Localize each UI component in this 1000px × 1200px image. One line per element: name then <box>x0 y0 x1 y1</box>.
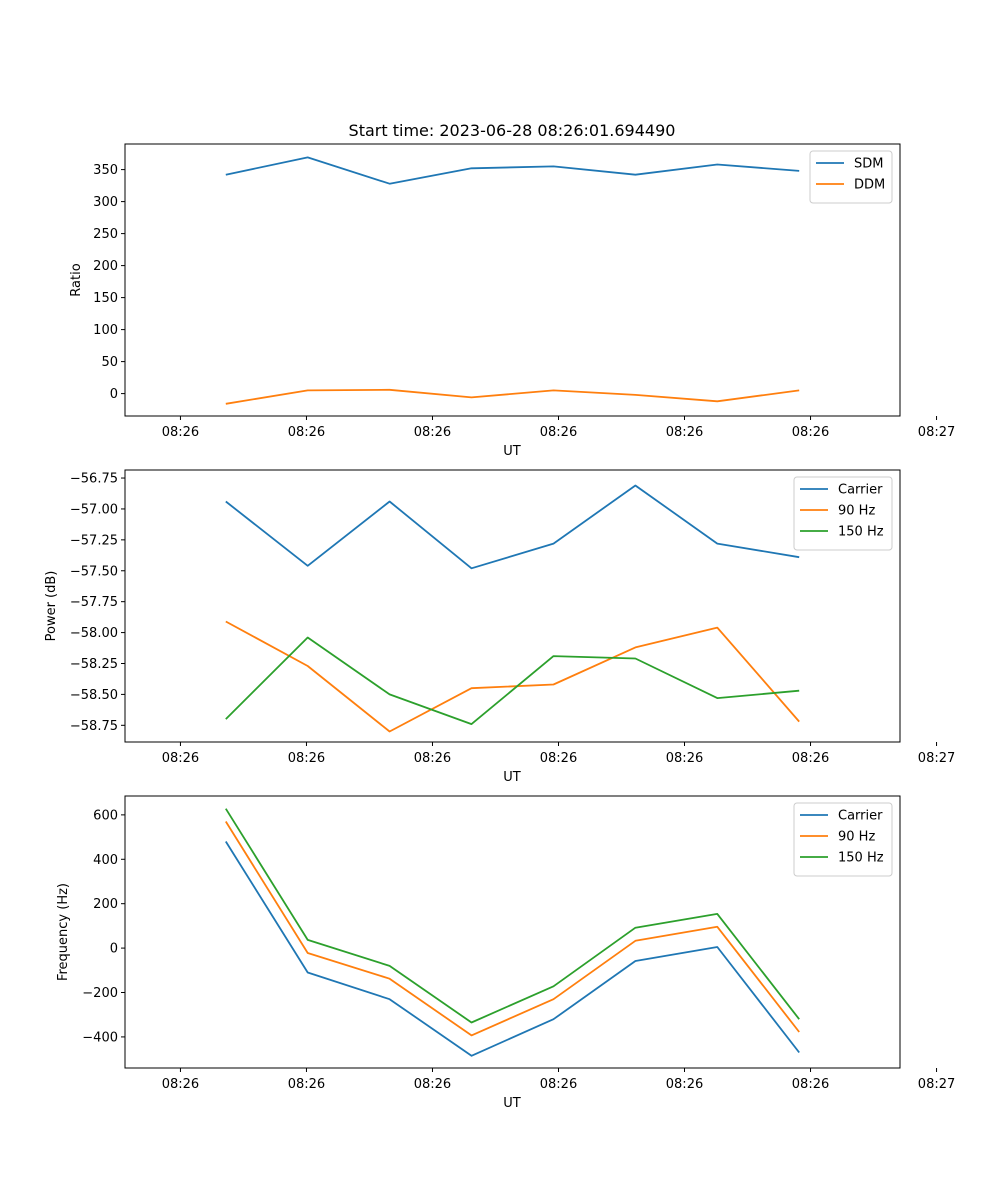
panel-3-plot-frame <box>124 795 901 1069</box>
panel-3-y-tick-label: 600 <box>93 808 118 823</box>
panel-2-x-tick-label: 08:26 <box>162 751 199 766</box>
panel-2-series-150-hz-line <box>225 636 800 725</box>
panel-3-x-tick-label: 08:26 <box>540 1077 577 1092</box>
panel-1-plot-frame <box>124 143 901 417</box>
panel-1-x-tick-label: 08:26 <box>288 425 325 440</box>
panel-1-legend-box <box>809 150 893 204</box>
panel-1-series-ddm-line <box>225 388 800 405</box>
panel-1-y-tick-label: 50 <box>101 355 118 370</box>
panel-1-series-sdm-line <box>225 156 800 185</box>
panel-2-legend-label-carrier: Carrier <box>838 483 883 498</box>
panel-3: −400 −200 0 200 400 600 08:26 08:26 08:26 08:26 08… <box>56 795 955 1111</box>
panel-1-y-tick-label: 250 <box>93 227 118 242</box>
panel-2-y-tick-label: −56.75 <box>70 472 118 487</box>
figure-title: Start time: 2023-06-28 08:26:01.694490 <box>349 121 676 140</box>
panel-2-y-axis-label: Power (dB) <box>44 571 59 642</box>
panel-1-legend-label-ddm: DDM <box>854 178 885 193</box>
panel-3-x-tick-label: 08:26 <box>666 1077 703 1092</box>
panel-3-legend-label-150-hz: 150 Hz <box>838 851 884 866</box>
panel-1-y-tick-label: 350 <box>93 163 118 178</box>
panel-3-x-tick-label: 08:27 <box>918 1077 955 1092</box>
panel-2-x-tick-label: 08:26 <box>792 751 829 766</box>
panel-3-x-tick-label: 08:26 <box>288 1077 325 1092</box>
panel-2-x-tick-label: 08:26 <box>414 751 451 766</box>
panel-1-x-tick-label: 08:26 <box>414 425 451 440</box>
panel-3-x-tick-label: 08:26 <box>162 1077 199 1092</box>
panel-2-x-tick-label: 08:26 <box>666 751 703 766</box>
panel-2-x-tick-label: 08:26 <box>540 751 577 766</box>
panel-3-legend-label-90-hz: 90 Hz <box>838 830 875 845</box>
panel-1-y-tick-label: 100 <box>93 323 118 338</box>
panel-3-y-tick-label: −200 <box>82 986 118 1001</box>
panel-2-y-tick-label: −57.00 <box>70 502 118 517</box>
panel-2-legend: Carrier 90 Hz 150 Hz <box>793 476 893 551</box>
panel-1-x-tick-label: 08:26 <box>540 425 577 440</box>
panel-1-legend: SDM DDM <box>809 150 893 204</box>
panel-3-y-axis-label: Frequency (Hz) <box>56 883 71 981</box>
panel-1-x-tick-label: 08:27 <box>918 425 955 440</box>
panel-1-x-axis-label: UT <box>503 444 521 459</box>
panel-2-legend-label-90-hz: 90 Hz <box>838 504 875 519</box>
panel-2-legend-label-150-hz: 150 Hz <box>838 525 884 540</box>
panel-2-plot-frame <box>124 469 901 743</box>
panel-3-x-tick-label: 08:26 <box>414 1077 451 1092</box>
panel-2-y-tick-label: −58.75 <box>70 719 118 734</box>
panel-1-y-tick-label: 150 <box>93 291 118 306</box>
panel-2-x-tick-label: 08:26 <box>288 751 325 766</box>
panel-2-series-90-hz-line <box>225 620 800 733</box>
panel-3-x-axis-label: UT <box>503 1096 521 1111</box>
panel-2-x-tick-label: 08:27 <box>918 751 955 766</box>
panel-3-legend: Carrier 90 Hz 150 Hz <box>793 802 893 877</box>
panel-1-y-tick-label: 300 <box>93 195 118 210</box>
panel-3-x-tick-label: 08:26 <box>792 1077 829 1092</box>
panel-1-legend-label-sdm: SDM <box>854 157 883 172</box>
panel-3-y-tick-label: 0 <box>110 942 118 957</box>
panels: 0 50 100 150 200 250 300 350 08:26 08:26 08:26 08:2… <box>44 143 955 1111</box>
panel-2-y-tick-label: −57.75 <box>70 595 118 610</box>
panel-3-y-tick-label: −400 <box>82 1030 118 1045</box>
panel-1: 0 50 100 150 200 250 300 350 08:26 08:26 08:26 08:2… <box>69 143 955 459</box>
panel-1-x-tick-label: 08:26 <box>162 425 199 440</box>
panel-1-y-tick-label: 200 <box>93 259 118 274</box>
panel-2-y-tick-label: −58.25 <box>70 657 118 672</box>
panel-2: −58.75 −58.50 −58.25 −58.00 −57.75 −57.50 −57.… <box>44 469 955 785</box>
panel-1-x-tick-label: 08:26 <box>792 425 829 440</box>
panel-2-y-tick-label: −58.00 <box>70 626 118 641</box>
panel-3-series-150-hz-line <box>225 808 800 1024</box>
panel-2-x-axis-label: UT <box>503 770 521 785</box>
panel-3-series-90-hz-line <box>225 821 800 1037</box>
panel-3-y-tick-label: 400 <box>93 853 118 868</box>
panel-1-y-tick-label: 0 <box>110 387 118 402</box>
panel-2-y-tick-label: −57.25 <box>70 533 118 548</box>
panel-3-series-carrier-line <box>225 841 800 1057</box>
panel-1-x-tick-label: 08:26 <box>666 425 703 440</box>
panel-2-y-tick-label: −57.50 <box>70 564 118 579</box>
panel-1-y-axis-label: Ratio <box>69 263 84 296</box>
panel-2-series-carrier-line <box>225 484 800 570</box>
panel-3-legend-label-carrier: Carrier <box>838 809 883 824</box>
panel-2-y-tick-label: −58.50 <box>70 688 118 703</box>
panel-3-y-tick-label: 200 <box>93 897 118 912</box>
